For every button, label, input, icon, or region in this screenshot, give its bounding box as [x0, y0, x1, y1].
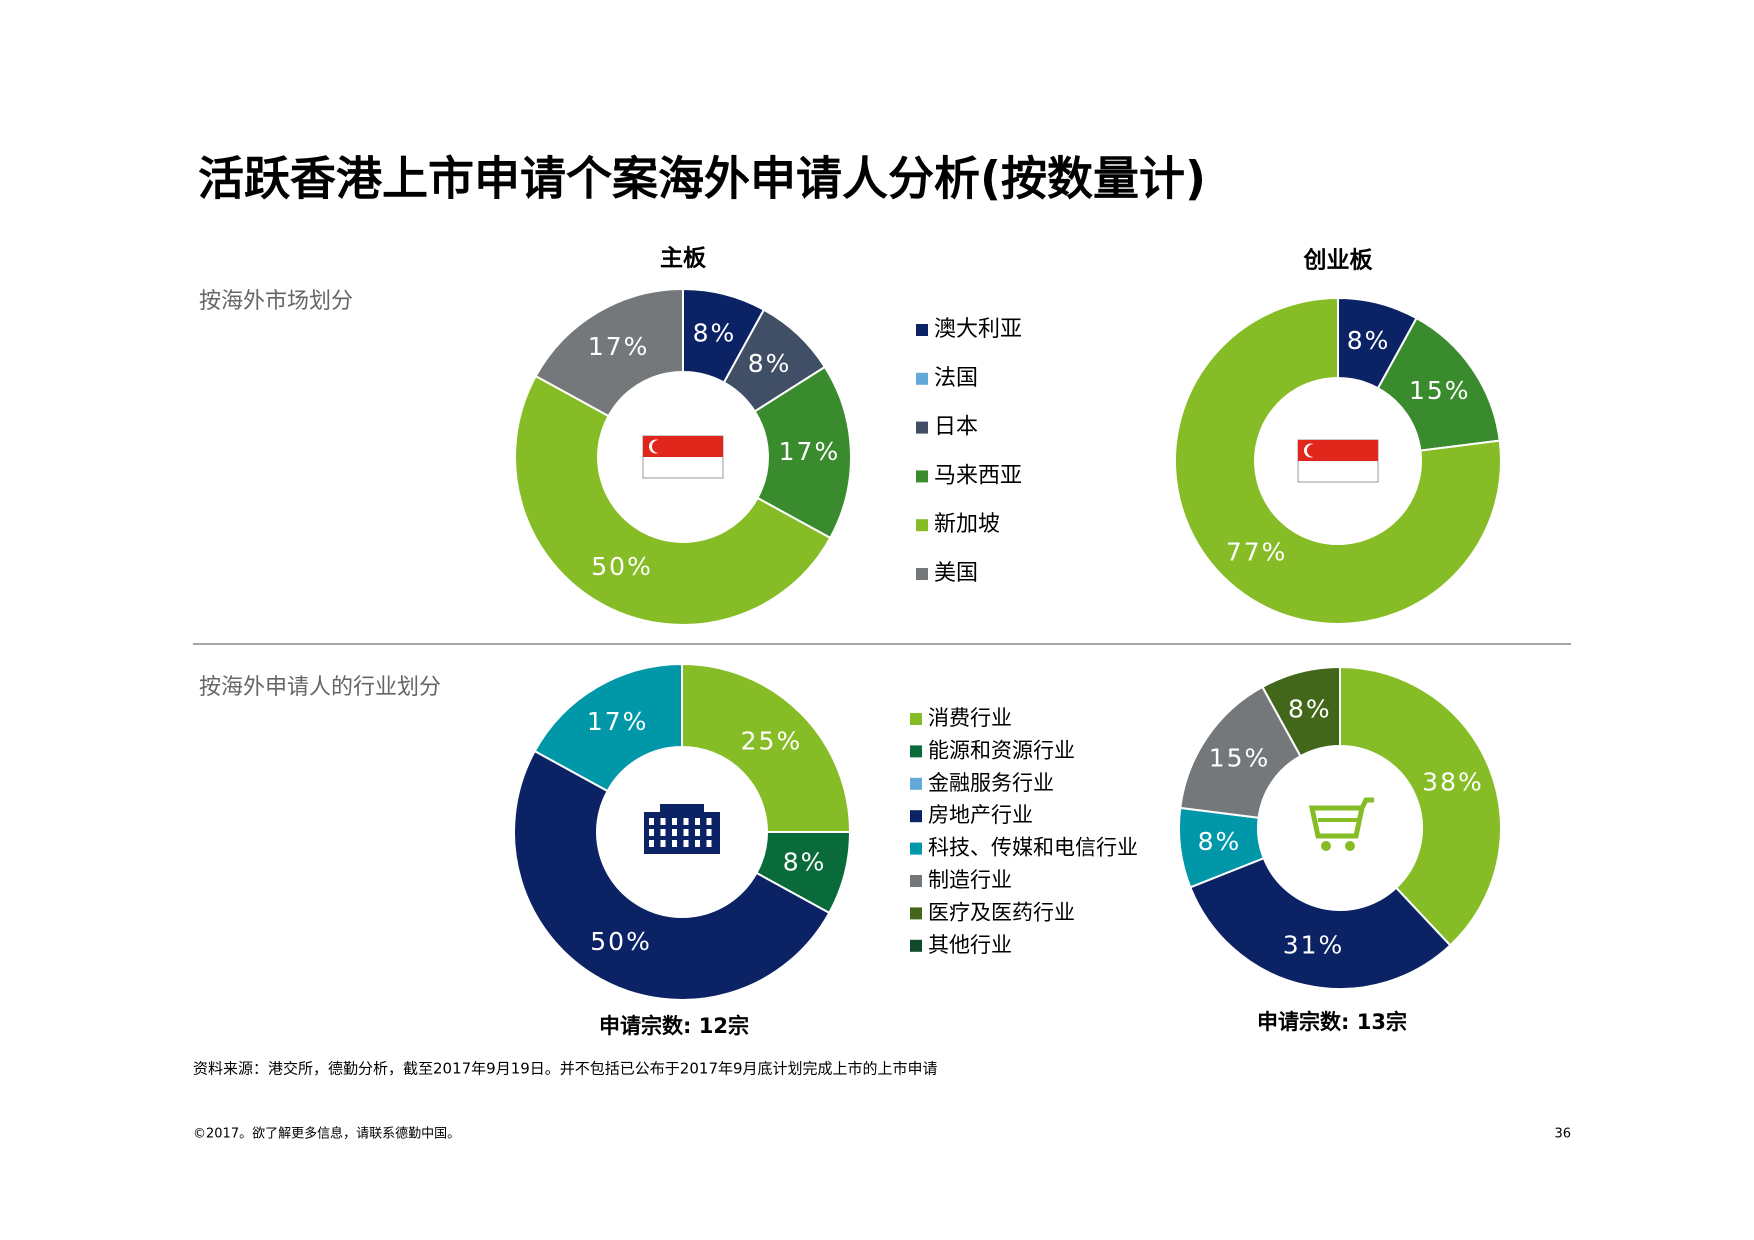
- legend-label: 美国: [934, 561, 978, 586]
- data-label: 15%: [1209, 744, 1271, 773]
- building-window: [695, 840, 700, 847]
- building-window: [695, 829, 700, 836]
- legend-label: 能源和资源行业: [928, 738, 1075, 762]
- data-label: 8%: [783, 847, 827, 876]
- building-window: [649, 818, 654, 825]
- legend-label: 消费行业: [928, 706, 1012, 730]
- flag-moon-cut: [1307, 444, 1320, 457]
- building-window: [649, 840, 654, 847]
- data-label: 17%: [587, 707, 649, 736]
- flag-moon-cut: [652, 440, 665, 453]
- legend-swatch: [910, 810, 922, 823]
- legend-label: 法国: [934, 366, 978, 391]
- building-icon: [660, 804, 704, 814]
- cart-wheel: [1345, 841, 1355, 851]
- legend-swatch: [916, 324, 928, 336]
- legend-swatch: [910, 842, 922, 855]
- data-label: 8%: [748, 349, 792, 378]
- legend-label: 金融服务行业: [928, 771, 1054, 795]
- data-label: 50%: [591, 552, 653, 581]
- data-label: 8%: [1347, 326, 1391, 355]
- legend-swatch: [910, 745, 922, 758]
- donut-hole: [1258, 746, 1422, 910]
- legend-swatch: [910, 777, 922, 790]
- chart-count: 申请宗数: 13宗: [1257, 1010, 1407, 1034]
- copyright: ©2017。欲了解更多信息，请联系德勤中国。: [193, 1126, 460, 1142]
- legend-swatch: [916, 470, 928, 483]
- building-window: [672, 840, 677, 847]
- cart-wheel: [1321, 841, 1331, 851]
- data-label: 17%: [588, 332, 650, 361]
- data-label: 15%: [1409, 376, 1471, 405]
- chart-count: 申请宗数: 12宗: [599, 1014, 749, 1038]
- building-window: [695, 818, 700, 825]
- legend-swatch: [916, 421, 928, 434]
- page-number: 36: [1554, 1127, 1571, 1142]
- legend-label: 制造行业: [928, 868, 1012, 892]
- data-label: 31%: [1283, 931, 1345, 960]
- legend-swatch: [910, 907, 922, 920]
- flag-red: [643, 436, 723, 457]
- building-window: [706, 818, 712, 825]
- legend-label: 日本: [934, 415, 978, 440]
- cart-icon: [1308, 797, 1374, 839]
- building-window: [660, 818, 666, 825]
- data-label: 77%: [1226, 537, 1288, 566]
- legend-swatch: [910, 939, 922, 952]
- data-label: 25%: [741, 727, 803, 756]
- legend-label: 澳大利亚: [934, 317, 1022, 342]
- data-label: 50%: [590, 927, 652, 956]
- building-window: [706, 840, 712, 847]
- legend-label: 科技、传媒和电信行业: [928, 836, 1138, 860]
- building-window: [683, 818, 689, 825]
- flag-red: [1298, 440, 1378, 461]
- data-label: 8%: [693, 318, 737, 347]
- legend-swatch: [910, 875, 922, 887]
- section-label: 按海外申请人的行业划分: [199, 675, 441, 700]
- building-window: [672, 818, 677, 825]
- slide-title: 活跃香港上市申请个案海外申请人分析(按数量计): [198, 152, 1206, 206]
- footnote: 资料来源：港交所，德勤分析，截至2017年9月19日。并不包括已公布于2017年…: [193, 1060, 938, 1078]
- legend-label: 新加坡: [934, 512, 1000, 537]
- building-window: [672, 829, 677, 836]
- building-window: [660, 829, 666, 836]
- data-label: 38%: [1422, 767, 1484, 796]
- building-window: [660, 840, 666, 847]
- legend-label: 医疗及医药行业: [928, 900, 1075, 924]
- legend-label: 房地产行业: [928, 803, 1033, 827]
- legend-label: 其他行业: [928, 933, 1012, 957]
- section-label: 按海外市场划分: [199, 289, 353, 314]
- chart-title: 创业板: [1303, 248, 1374, 274]
- data-label: 8%: [1288, 694, 1332, 723]
- building-window: [706, 829, 712, 836]
- legend-swatch: [916, 519, 928, 532]
- chart-title: 主板: [660, 246, 707, 272]
- data-label: 17%: [779, 437, 841, 466]
- legend-swatch: [910, 713, 922, 725]
- legend-label: 马来西亚: [934, 463, 1022, 488]
- building-window: [649, 829, 654, 836]
- building-window: [683, 840, 689, 847]
- building-window: [683, 829, 689, 836]
- legend-swatch: [916, 568, 928, 580]
- data-label: 8%: [1198, 827, 1242, 856]
- legend-swatch: [916, 372, 928, 385]
